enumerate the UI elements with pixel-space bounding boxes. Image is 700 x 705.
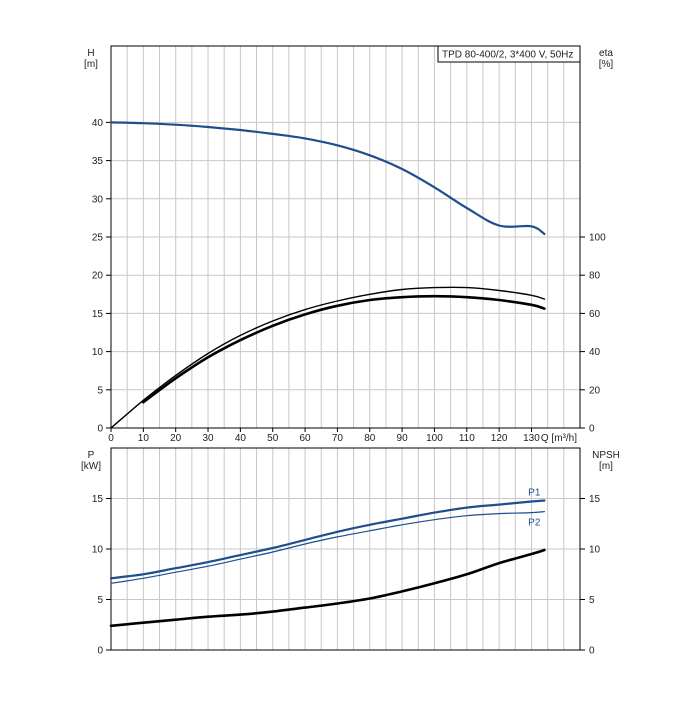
upper-title-box [437, 45, 581, 63]
upper-left-tick-label: 5 [97, 385, 103, 396]
upper-right-tick-label: 20 [589, 385, 601, 396]
upper-left-tick-label: 10 [92, 347, 104, 358]
upper-x-tick-label: 80 [364, 433, 376, 444]
lower-left-tick-label: 0 [97, 646, 103, 657]
upper-right-tick-label: 0 [589, 424, 595, 435]
lower-left-tick-label: 5 [97, 595, 103, 606]
lower-left-axis-title: P [88, 450, 95, 461]
upper-x-tick-label: 110 [459, 433, 475, 444]
upper-right-tick-label: 40 [589, 347, 601, 358]
upper-left-tick-label: 20 [92, 271, 104, 282]
upper-x-tick-label: 10 [138, 433, 150, 444]
chart-title: TPD 80-400/2, 3*400 V, 50Hz [442, 50, 573, 61]
lower-right-tick-label: 10 [589, 545, 601, 556]
upper-x-tick-label: 90 [397, 433, 409, 444]
upper-left-tick-label: 30 [92, 194, 104, 205]
lower-series-label-P2: P2 [528, 518, 541, 529]
upper-left-axis-unit: [m] [84, 59, 98, 70]
upper-series-1-line [110, 286, 546, 429]
upper-right-axis-unit: [%] [599, 59, 614, 70]
upper-x-tick-label: 130 [523, 433, 540, 444]
lower-series-label-P1: P1 [528, 488, 541, 499]
lower-left-axis-unit: [kW] [81, 461, 101, 472]
upper-x-tick-label: 60 [300, 433, 312, 444]
upper-right-tick-label: 60 [589, 309, 601, 320]
upper-right-tick-label: 80 [589, 271, 601, 282]
lower-series-2-line [109, 548, 546, 628]
upper-x-tick-label: 0 [108, 433, 114, 444]
lower-series-0-line [109, 499, 546, 580]
upper-x-tick-label: 120 [491, 433, 508, 444]
lower-right-tick-label: 5 [589, 595, 595, 606]
upper-series-0-line [109, 121, 546, 235]
lower-series-1-line [110, 511, 545, 584]
upper-left-tick-label: 35 [92, 156, 104, 167]
lower-right-axis-unit: [m] [599, 461, 613, 472]
upper-left-tick-label: 40 [92, 118, 104, 129]
upper-x-tick-label: 30 [202, 433, 214, 444]
upper-x-tick-label: 50 [267, 433, 279, 444]
upper-x-tick-label: 70 [332, 433, 344, 444]
upper-left-tick-label: 0 [97, 424, 103, 435]
lower-right-tick-label: 0 [589, 646, 595, 657]
upper-x-tick-label: 20 [170, 433, 182, 444]
lower-right-axis-title: NPSH [592, 450, 620, 461]
upper-right-tick-label: 100 [589, 233, 606, 244]
upper-series-2-line [142, 294, 546, 404]
upper-x-tick-label: 100 [426, 433, 443, 444]
upper-x-axis-label: Q [m³/h] [541, 433, 577, 444]
lower-left-tick-label: 15 [92, 494, 104, 505]
upper-left-tick-label: 15 [92, 309, 104, 320]
upper-left-axis-title: H [87, 48, 94, 59]
lower-right-tick-label: 15 [589, 494, 601, 505]
lower-left-tick-label: 10 [92, 545, 104, 556]
upper-x-tick-label: 40 [235, 433, 247, 444]
upper-left-tick-label: 25 [92, 233, 104, 244]
upper-right-axis-title: eta [599, 48, 613, 59]
